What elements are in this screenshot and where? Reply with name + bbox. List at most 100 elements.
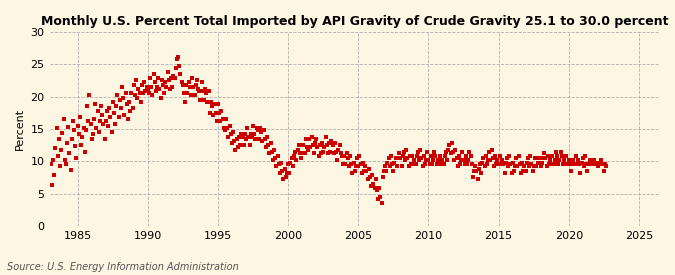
- Point: [147, 93, 158, 98]
- Point: [389, 160, 400, 165]
- Point: [385, 154, 396, 158]
- Point: [468, 169, 479, 173]
- Point: [289, 154, 300, 158]
- Point: [84, 93, 95, 98]
- Point: [400, 158, 410, 162]
- Point: [267, 149, 277, 154]
- Point: [80, 128, 91, 132]
- Point: [381, 169, 392, 173]
- Point: [511, 156, 522, 160]
- Point: [362, 177, 373, 182]
- Point: [430, 154, 441, 158]
- Point: [227, 141, 238, 145]
- Point: [473, 167, 484, 171]
- Point: [270, 156, 281, 160]
- Point: [45, 162, 56, 167]
- Point: [418, 154, 429, 158]
- Point: [194, 89, 205, 94]
- Point: [149, 80, 160, 85]
- Point: [160, 80, 171, 85]
- Point: [406, 162, 416, 167]
- Point: [166, 76, 177, 81]
- Point: [305, 145, 316, 149]
- Point: [542, 154, 553, 158]
- Point: [521, 160, 532, 165]
- Point: [458, 158, 469, 162]
- Point: [524, 164, 535, 169]
- Point: [174, 63, 185, 68]
- Point: [346, 162, 356, 167]
- Point: [176, 80, 187, 85]
- Point: [242, 125, 252, 130]
- Point: [353, 164, 364, 169]
- Point: [513, 154, 524, 158]
- Point: [128, 83, 139, 87]
- Point: [138, 91, 148, 95]
- Point: [551, 154, 562, 158]
- Point: [502, 156, 512, 160]
- Point: [580, 154, 591, 158]
- Point: [78, 125, 89, 130]
- Point: [234, 134, 244, 139]
- Point: [101, 109, 112, 113]
- Point: [118, 96, 129, 100]
- Point: [483, 158, 493, 162]
- Point: [492, 158, 503, 162]
- Point: [394, 151, 404, 156]
- Point: [455, 162, 466, 167]
- Point: [323, 151, 333, 156]
- Point: [224, 123, 235, 128]
- Point: [190, 83, 201, 87]
- Point: [169, 76, 180, 81]
- Point: [61, 162, 72, 167]
- Point: [207, 104, 217, 109]
- Point: [438, 162, 449, 167]
- Point: [132, 96, 142, 100]
- Point: [192, 87, 203, 91]
- Point: [75, 115, 86, 119]
- Point: [535, 164, 546, 169]
- Point: [507, 160, 518, 165]
- Point: [140, 89, 151, 94]
- Point: [146, 85, 157, 89]
- Point: [230, 147, 241, 152]
- Point: [214, 111, 225, 115]
- Point: [198, 98, 209, 102]
- Point: [315, 151, 326, 156]
- Point: [356, 171, 367, 175]
- Point: [456, 158, 466, 162]
- Point: [161, 85, 172, 89]
- Point: [219, 128, 230, 132]
- Point: [355, 162, 366, 167]
- Point: [553, 162, 564, 167]
- Point: [361, 169, 372, 173]
- Point: [424, 162, 435, 167]
- Point: [500, 160, 511, 165]
- Point: [131, 78, 142, 82]
- Point: [280, 175, 291, 180]
- Point: [136, 100, 146, 104]
- Point: [516, 171, 526, 175]
- Point: [342, 151, 352, 156]
- Point: [448, 149, 458, 154]
- Point: [196, 80, 207, 85]
- Point: [568, 158, 579, 162]
- Point: [560, 162, 570, 167]
- Point: [88, 117, 99, 122]
- Point: [290, 149, 300, 154]
- Point: [350, 169, 360, 173]
- Point: [188, 85, 198, 89]
- Point: [324, 141, 335, 145]
- Point: [72, 123, 83, 128]
- Point: [460, 154, 471, 158]
- Point: [332, 158, 343, 162]
- Point: [411, 154, 422, 158]
- Point: [299, 151, 310, 156]
- Point: [408, 162, 418, 167]
- Point: [574, 162, 585, 167]
- Point: [564, 158, 574, 162]
- Point: [148, 72, 159, 76]
- Point: [49, 173, 59, 178]
- Point: [410, 162, 421, 167]
- Point: [468, 175, 479, 180]
